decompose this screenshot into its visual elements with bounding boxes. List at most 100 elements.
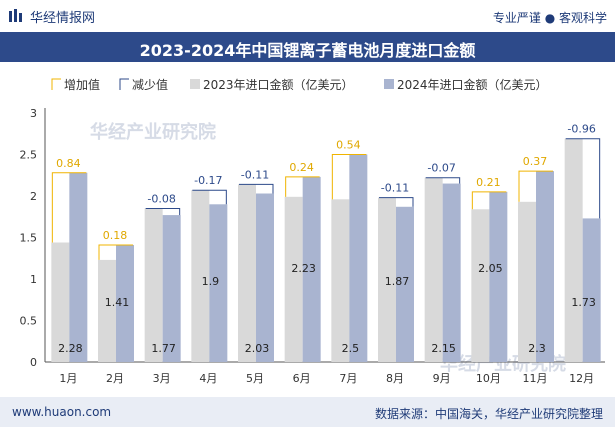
x-tick-label: 11月 bbox=[523, 372, 548, 385]
decrease-bracket bbox=[145, 207, 181, 216]
x-tick-label: 6月 bbox=[293, 372, 311, 385]
bar-2024 bbox=[162, 215, 181, 362]
bar-2023 bbox=[144, 208, 163, 362]
legend-label: 2023年进口金额（亿美元） bbox=[203, 77, 354, 92]
decrease-value-label: -0.07 bbox=[427, 162, 455, 175]
increase-value-label: 0.37 bbox=[523, 155, 548, 168]
decrease-bracket bbox=[565, 138, 601, 219]
increase-bracket bbox=[471, 191, 507, 210]
legend-increase-icon bbox=[51, 78, 61, 90]
watermark-text: 华经产业研究院 bbox=[90, 121, 216, 143]
bar-2024 bbox=[69, 172, 88, 362]
decrease-value-label: -0.11 bbox=[381, 182, 409, 195]
bar-2024 bbox=[349, 154, 368, 362]
bar-2023 bbox=[51, 242, 70, 362]
brand[interactable]: 华经情报网 bbox=[8, 7, 96, 26]
increase-bracket bbox=[518, 170, 553, 202]
value-label-2024: 1.77 bbox=[151, 342, 176, 355]
increase-value-label: 0.54 bbox=[336, 139, 361, 152]
bar-2023 bbox=[284, 196, 303, 362]
decrease-bracket bbox=[192, 189, 227, 205]
footer-url[interactable]: www.huaon.com bbox=[12, 405, 112, 419]
y-tick-label: 3 bbox=[30, 107, 37, 120]
bar-2024 bbox=[256, 193, 274, 362]
increase-bracket bbox=[98, 244, 133, 260]
huajing-logo-icon bbox=[9, 9, 22, 22]
x-tick-label: 4月 bbox=[199, 372, 217, 385]
increase-bracket bbox=[51, 172, 87, 243]
legend-decrease-icon bbox=[119, 78, 129, 90]
x-tick-label: 2月 bbox=[106, 372, 124, 385]
y-tick-label: 2.5 bbox=[20, 149, 38, 162]
title-bar: 2023-2024年中国锂离子蓄电池月度进口金额 bbox=[0, 32, 615, 62]
x-tick-label: 5月 bbox=[246, 372, 264, 385]
legend-label: 增加值 bbox=[64, 77, 100, 92]
y-tick-label: 0 bbox=[30, 356, 37, 369]
value-label-2024: 2.28 bbox=[58, 342, 83, 355]
bar-2023 bbox=[238, 184, 256, 362]
bar-2023 bbox=[98, 259, 116, 362]
value-label-2024: 1.73 bbox=[571, 296, 596, 309]
y-tick-label: 1 bbox=[30, 273, 37, 286]
increase-bracket bbox=[285, 176, 320, 197]
decrease-bracket bbox=[239, 183, 274, 194]
value-label-2024: 1.87 bbox=[385, 275, 410, 288]
value-label-2024: 1.41 bbox=[105, 296, 130, 309]
y-tick-label: 2 bbox=[30, 190, 37, 203]
value-label-2024: 2.15 bbox=[431, 342, 456, 355]
increase-value-label: 0.21 bbox=[476, 176, 501, 189]
value-label-2024: 2.5 bbox=[342, 342, 360, 355]
data-source: 数据来源：中国海关，华经产业研究院整理 bbox=[374, 407, 603, 421]
x-tick-label: 3月 bbox=[153, 372, 171, 385]
decrease-value-label: -0.96 bbox=[567, 123, 595, 136]
decrease-value-label: -0.11 bbox=[241, 168, 269, 181]
slogan: 专业严谨 ● 客观科学 bbox=[492, 11, 607, 25]
footer-bar: www.huaon.com 数据来源：中国海关，华经产业研究院整理 bbox=[0, 397, 615, 427]
bar-2024 bbox=[302, 176, 321, 362]
bar-2023 bbox=[564, 138, 583, 362]
y-tick-label: 1.5 bbox=[20, 232, 38, 245]
bar-2023 bbox=[518, 201, 536, 362]
x-tick-label: 1月 bbox=[59, 372, 77, 385]
value-label-2024: 2.3 bbox=[528, 342, 546, 355]
increase-value-label: 0.18 bbox=[103, 229, 128, 242]
bar-2024 bbox=[536, 171, 554, 362]
bar-2023 bbox=[471, 209, 490, 362]
increase-value-label: 0.24 bbox=[289, 161, 314, 174]
bar-2023 bbox=[424, 177, 443, 362]
bar-2024 bbox=[489, 191, 508, 362]
x-tick-label: 7月 bbox=[339, 372, 357, 385]
x-tick-label: 10月 bbox=[476, 372, 501, 385]
bar-2024 bbox=[116, 244, 134, 362]
decrease-bracket bbox=[425, 177, 461, 184]
bar-2024 bbox=[209, 204, 228, 362]
legend-2023-swatch bbox=[190, 79, 200, 89]
bar-2024 bbox=[396, 206, 414, 362]
value-label-2024: 2.03 bbox=[245, 342, 270, 355]
increase-bracket bbox=[331, 154, 367, 200]
x-tick-label: 8月 bbox=[386, 372, 404, 385]
decrease-bracket bbox=[379, 197, 414, 207]
top-bar: 华经情报网 专业严谨 ● 客观科学 bbox=[0, 0, 615, 32]
decrease-value-label: -0.08 bbox=[147, 192, 175, 205]
legend-2024-swatch bbox=[384, 79, 394, 89]
legend-label: 2024年进口金额（亿美元） bbox=[397, 77, 548, 92]
increase-value-label: 0.84 bbox=[56, 157, 81, 170]
value-label-2024: 2.05 bbox=[478, 262, 503, 275]
x-tick-label: 12月 bbox=[569, 372, 594, 385]
bar-2023 bbox=[378, 197, 396, 362]
bar-2024 bbox=[442, 183, 461, 362]
y-tick-label: 0.5 bbox=[20, 315, 38, 328]
x-tick-label: 9月 bbox=[433, 372, 451, 385]
legend-label: 减少值 bbox=[132, 77, 168, 92]
chart-title: 2023-2024年中国锂离子蓄电池月度进口金额 bbox=[139, 41, 476, 60]
value-label-2024: 2.23 bbox=[291, 262, 316, 275]
bar-2023 bbox=[331, 199, 350, 362]
brand-name: 华经情报网 bbox=[30, 10, 96, 26]
decrease-value-label: -0.17 bbox=[194, 174, 222, 187]
value-label-2024: 1.9 bbox=[202, 275, 220, 288]
bar-2023 bbox=[191, 190, 210, 362]
bar-2024 bbox=[582, 218, 601, 362]
